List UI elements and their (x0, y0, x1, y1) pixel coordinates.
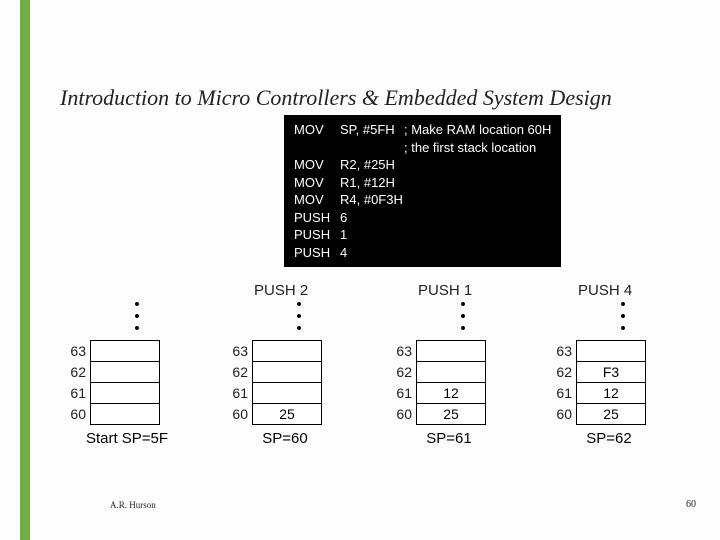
sp-label: Start SP=5F (72, 430, 182, 447)
stack-address: 62 (548, 364, 572, 380)
stack-column: •••636261126025SP=61 (388, 300, 498, 447)
stack-cell (90, 403, 160, 425)
code-comment: ; the first stack location (404, 139, 536, 157)
code-arg: 1 (340, 226, 404, 244)
code-arg: R4, #0F3H (340, 191, 404, 209)
stack-cell (416, 340, 486, 362)
stack-ellipsis: ••• (102, 300, 172, 336)
stack-row: 61 (224, 382, 334, 404)
stack-cell (576, 340, 646, 362)
sp-label: SP=61 (414, 430, 484, 447)
stack-cell: 25 (252, 403, 322, 425)
stack-row: 63 (388, 340, 498, 362)
sp-label: SP=62 (574, 430, 644, 447)
code-op: PUSH (294, 226, 340, 244)
stack-row: 6025 (224, 403, 334, 425)
stack-column: ••• 63 62 61 60 Start SP=5F (62, 300, 182, 447)
stack-cell: 12 (416, 382, 486, 404)
stack-row: 6112 (388, 382, 498, 404)
page-title: Introduction to Micro Controllers & Embe… (60, 85, 612, 111)
stack-ellipsis: ••• (264, 300, 334, 336)
stack-address: 60 (388, 406, 412, 422)
stack-cell: F3 (576, 361, 646, 383)
stack-address: 61 (388, 385, 412, 401)
stack-cell (416, 361, 486, 383)
stack-row: 63 (548, 340, 658, 362)
stack-address: 62 (388, 364, 412, 380)
stack-address: 62 (224, 364, 248, 380)
stack-ellipsis: ••• (588, 300, 658, 336)
stack-ellipsis: ••• (428, 300, 498, 336)
stack-cell (252, 340, 322, 362)
stack-address: 62 (62, 364, 86, 380)
page-number: 60 (686, 499, 696, 510)
stack-address: 60 (62, 406, 86, 422)
stack-address: 63 (62, 343, 86, 359)
stack-cell (252, 382, 322, 404)
accent-bar (20, 0, 30, 540)
code-arg: 4 (340, 244, 404, 262)
stack-cell (90, 361, 160, 383)
stack-address: 63 (548, 343, 572, 359)
stack-row: 62 (62, 361, 182, 383)
push-label: PUSH 1 (418, 282, 472, 299)
stack-address: 61 (62, 385, 86, 401)
code-op: PUSH (294, 244, 340, 262)
stack-address: 61 (548, 385, 572, 401)
stack-row: 63 (224, 340, 334, 362)
stack-address: 60 (548, 406, 572, 422)
author-label: A.R. Hurson (110, 500, 156, 510)
stack-row: 60 (62, 403, 182, 425)
stack-row: 6025 (548, 403, 658, 425)
stack-cell (90, 382, 160, 404)
code-op: MOV (294, 121, 340, 139)
stack-address: 60 (224, 406, 248, 422)
push-label: PUSH 4 (578, 282, 632, 299)
stack-cell (90, 340, 160, 362)
stack-column: ••• 63 62 61 6025 SP=60 (224, 300, 334, 447)
code-op: MOV (294, 191, 340, 209)
stack-address: 63 (224, 343, 248, 359)
stack-column: •••6362F361126025SP=62 (548, 300, 658, 447)
code-arg: R1, #12H (340, 174, 404, 192)
stack-cell: 12 (576, 382, 646, 404)
code-arg: 6 (340, 209, 404, 227)
code-arg: R2, #25H (340, 156, 404, 174)
code-arg: SP, #5FH (340, 121, 404, 139)
code-op: MOV (294, 174, 340, 192)
stack-row: 6025 (388, 403, 498, 425)
code-comment: ; Make RAM location 60H (404, 121, 551, 139)
stack-row: 62F3 (548, 361, 658, 383)
stack-row: 6112 (548, 382, 658, 404)
code-arg (340, 139, 404, 157)
stack-address: 61 (224, 385, 248, 401)
stack-row: 61 (62, 382, 182, 404)
code-op: PUSH (294, 209, 340, 227)
push-label: PUSH 2 (254, 282, 308, 299)
stack-cell (252, 361, 322, 383)
stack-row: 62 (388, 361, 498, 383)
sp-label: SP=60 (250, 430, 320, 447)
stack-row: 62 (224, 361, 334, 383)
code-op: MOV (294, 156, 340, 174)
stack-row: 63 (62, 340, 182, 362)
assembly-code: MOVSP, #5FH; Make RAM location 60H; the … (284, 115, 561, 267)
stack-address: 63 (388, 343, 412, 359)
code-op (294, 139, 340, 157)
stack-cell: 25 (416, 403, 486, 425)
stack-cell: 25 (576, 403, 646, 425)
